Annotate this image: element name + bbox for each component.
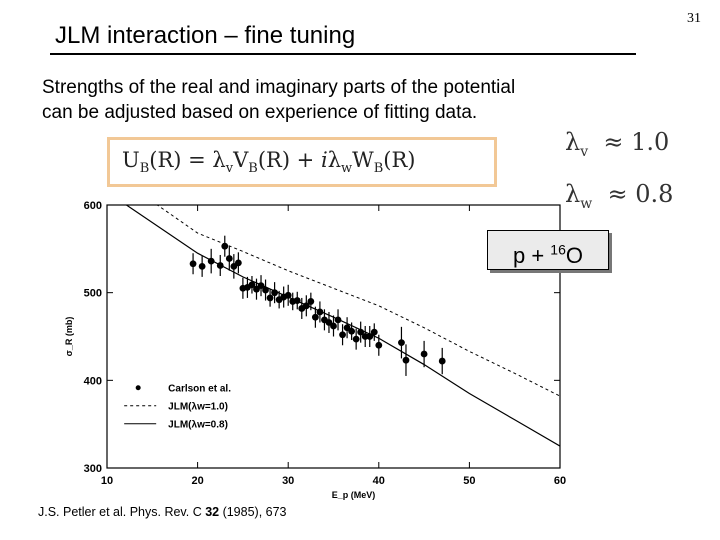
data-point: [198, 262, 206, 270]
x-tick-label: 40: [373, 475, 385, 487]
data-point: [330, 322, 337, 330]
data-point: [348, 327, 356, 335]
data-point: [271, 289, 279, 297]
body-line-1: Strengths of the real and imaginary part…: [42, 77, 516, 98]
data-point: [216, 262, 224, 269]
data-point: [293, 297, 301, 304]
data-point: [207, 257, 215, 265]
x-axis-label: E_p (MeV): [332, 490, 376, 500]
data-point: [438, 357, 446, 365]
legend-label: Carlson et al.: [168, 384, 231, 395]
data-point: [234, 259, 242, 267]
y-tick-label: 400: [84, 375, 102, 387]
potential-equation: UB(R) = λvVB(R) + iλwWB(R): [122, 147, 416, 177]
data-point: [221, 242, 229, 250]
body-text: Strengths of the real and imaginary part…: [42, 75, 682, 125]
x-tick-label: 20: [191, 475, 203, 487]
legend-label: JLM(λw=1.0): [168, 402, 228, 413]
lambda-v-value: λv ≈ 1.0: [565, 128, 670, 160]
x-tick-label: 10: [101, 475, 113, 487]
legend-marker: [135, 385, 141, 391]
plot-frame: [106, 204, 561, 469]
data-point: [420, 350, 428, 358]
y-tick-label: 600: [84, 200, 102, 212]
y-tick-label: 300: [84, 463, 102, 475]
slide-title: JLM interaction – fine tuning: [55, 22, 356, 49]
reaction-label-box: p + 16O: [487, 230, 609, 270]
equation-box: UB(R) = λvVB(R) + iλwWB(R): [107, 137, 497, 187]
data-point: [375, 341, 383, 349]
slide-number: 31: [687, 11, 701, 26]
data-point: [339, 331, 346, 339]
x-tick-label: 30: [282, 475, 294, 487]
body-line-2: can be adjusted based on experience of f…: [42, 102, 478, 123]
reference-citation: J.S. Petler et al. Phys. Rev. C 32 (1985…: [38, 505, 287, 519]
data-point: [248, 281, 256, 289]
data-point: [357, 328, 365, 336]
lambda-w-value: λw ≈ 0.8: [565, 180, 674, 212]
data-point: [370, 328, 378, 336]
data-point: [402, 356, 410, 364]
x-tick-label: 50: [463, 475, 475, 487]
title-underline: [50, 53, 636, 55]
data-point: [316, 308, 324, 316]
data-point: [266, 294, 274, 302]
data-point: [189, 260, 197, 268]
data-point: [302, 302, 310, 310]
y-axis-label: σ_R (mb): [64, 317, 74, 357]
data-point: [352, 335, 360, 343]
jlm-lambda-1-curve: [156, 205, 560, 397]
data-point: [307, 298, 315, 305]
reaction-label: p + 16O: [512, 242, 583, 269]
data-point: [334, 316, 342, 324]
data-point: [398, 339, 405, 347]
data-point: [366, 333, 374, 340]
data-point: [262, 286, 269, 294]
y-tick-label: 500: [84, 288, 102, 300]
data-point: [311, 313, 319, 321]
data-point: [225, 255, 233, 262]
x-tick-label: 60: [554, 475, 566, 487]
data-point: [257, 282, 265, 290]
data-point: [284, 291, 292, 299]
legend-label: JLM(λw=0.8): [168, 420, 228, 431]
